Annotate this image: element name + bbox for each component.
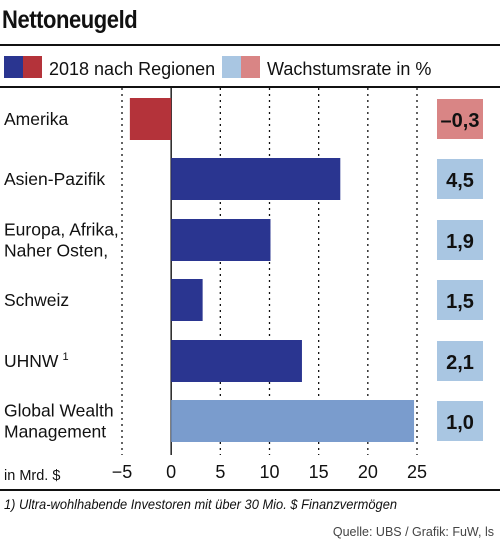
growth-rate-value: 2,1 (446, 352, 474, 374)
growth-rate-value: –0,3 (441, 110, 480, 132)
growth-rate-box (437, 401, 483, 441)
bar (171, 279, 203, 321)
x-axis-label: in Mrd. $ (4, 468, 60, 484)
x-tick-label: 10 (259, 462, 279, 482)
x-tick-label: 15 (309, 462, 329, 482)
x-tick-label: −5 (112, 462, 133, 482)
category-label: Amerika (4, 109, 68, 129)
x-tick-label: 5 (215, 462, 225, 482)
category-label: Europa, Afrika, (4, 220, 119, 240)
bar (171, 158, 341, 200)
growth-rate-value: 4,5 (446, 170, 474, 192)
growth-rate-box (437, 159, 483, 199)
category-label: Management (4, 422, 106, 442)
legend-label: Wachstumsrate in % (267, 59, 431, 79)
footnote: 1) Ultra-wohlhabende Investoren mit über… (4, 496, 398, 512)
growth-rate-value: 1,9 (446, 231, 474, 253)
growth-rate-box (437, 99, 483, 139)
bar (171, 400, 415, 442)
category-label: UHNW 1 (4, 351, 69, 371)
growth-rate-value: 1,0 (446, 412, 474, 434)
title-rule (0, 44, 500, 46)
legend-swatch (23, 56, 42, 78)
category-label: Asien-Pazifik (4, 169, 105, 189)
category-label: Schweiz (4, 290, 69, 310)
category-label: Global Wealth (4, 401, 114, 421)
growth-rate-box (437, 280, 483, 320)
legend-swatch (4, 56, 23, 78)
growth-rate-value: 1,5 (446, 291, 474, 313)
x-tick-label: 25 (407, 462, 427, 482)
growth-rate-box (437, 341, 483, 381)
chart-title: Nettoneugeld (2, 6, 138, 34)
legend-rule (0, 86, 500, 88)
category-label: Naher Osten, (4, 241, 108, 261)
growth-rate-box (437, 220, 483, 260)
x-tick-label: 20 (358, 462, 378, 482)
legend-label: 2018 nach Regionen (49, 59, 215, 79)
bar (171, 219, 271, 261)
source-credit: Quelle: UBS / Grafik: FuW, ls (332, 525, 494, 539)
legend-swatch (241, 56, 260, 78)
bar (129, 98, 172, 140)
bar (171, 340, 302, 382)
axis-rule (0, 489, 500, 491)
legend-swatch (222, 56, 241, 78)
x-tick-label: 0 (166, 462, 176, 482)
